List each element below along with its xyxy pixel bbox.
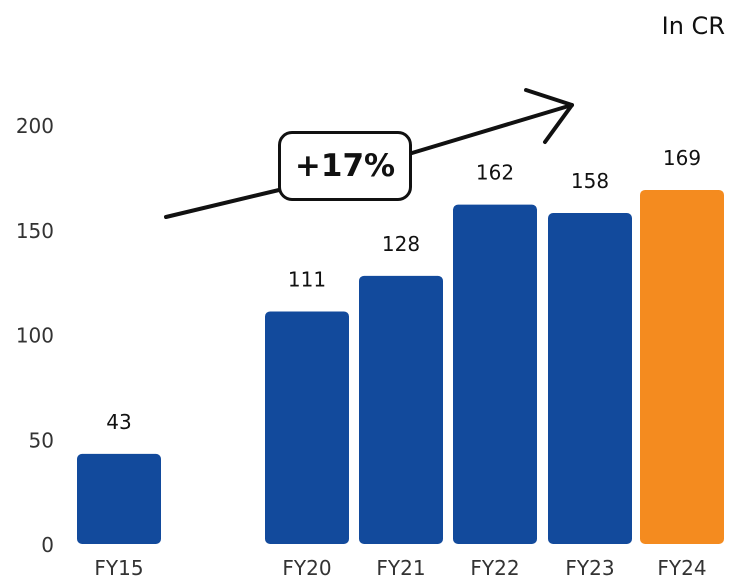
bar-fy20 <box>265 311 349 544</box>
bar-fy24 <box>640 189 724 544</box>
x-tick-label: FY21 <box>376 556 425 579</box>
data-label: 111 <box>288 267 326 291</box>
data-label: 43 <box>106 410 131 434</box>
data-label: 162 <box>476 161 514 185</box>
y-tick-label: 150 <box>16 219 54 243</box>
y-tick-label: 0 <box>41 533 54 557</box>
x-tick-label: FY20 <box>282 556 331 579</box>
bar-fy15 <box>77 453 161 544</box>
x-tick-label: FY23 <box>565 556 614 579</box>
y-tick-label: 50 <box>29 428 54 452</box>
bar-fy23 <box>548 212 632 545</box>
data-label: 128 <box>382 232 420 256</box>
x-tick-label: FY24 <box>657 556 706 579</box>
x-tick-label: FY15 <box>94 556 143 579</box>
y-tick-label: 200 <box>16 114 54 138</box>
data-label: 169 <box>663 146 701 170</box>
y-tick-label: 100 <box>16 324 54 348</box>
trend-arrow <box>164 88 574 219</box>
growth-callout: +17% <box>278 131 412 201</box>
bar-fy22 <box>453 204 537 545</box>
x-tick-label: FY22 <box>470 556 519 579</box>
bar-fy21 <box>359 275 443 544</box>
unit-label: In CR <box>661 12 725 40</box>
data-label: 158 <box>571 169 609 193</box>
